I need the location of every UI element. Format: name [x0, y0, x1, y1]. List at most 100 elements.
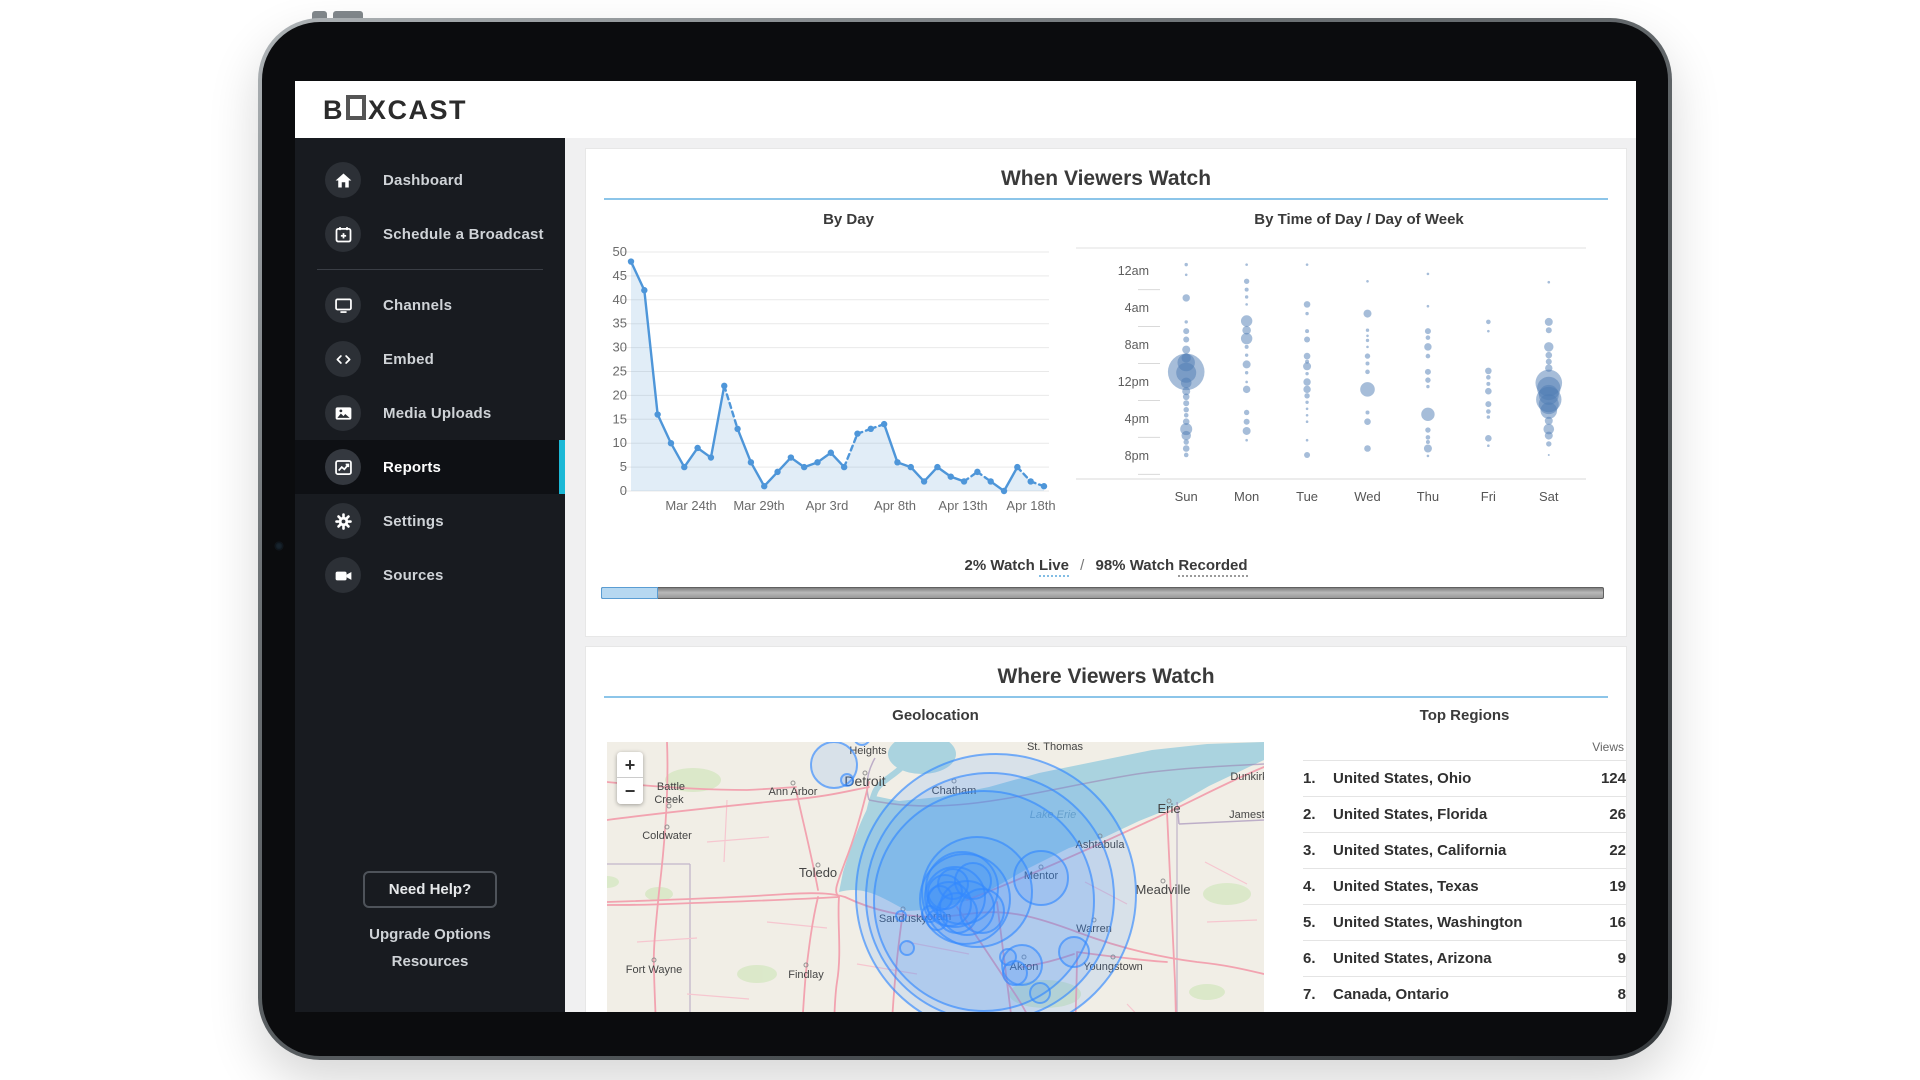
watch-live-link[interactable]: Live — [1038, 557, 1069, 577]
boxcast-logo[interactable]: B XCAST — [323, 95, 467, 126]
by-time-chart: By Time of Day / Day of Week 12am 4am 8am 1… — [1076, 211, 1596, 514]
region-name: Canada, Ontario — [1333, 986, 1449, 1003]
sidebar-item-embed[interactable]: Embed — [295, 332, 565, 386]
svg-text:4am: 4am — [1125, 301, 1149, 315]
views-column-header: Views — [1592, 740, 1624, 754]
app-screen: B XCAST Dashboard Schedule a Broadcast Chan… — [295, 81, 1636, 1012]
region-views: 22 — [1609, 842, 1626, 859]
when-viewers-watch-card: When Viewers Watch By Day 0 5 10 15 20 25 30 35… — [585, 148, 1627, 637]
svg-text:Toledo: Toledo — [799, 865, 837, 880]
sidebar-item-media-uploads[interactable]: Media Uploads — [295, 386, 565, 440]
tablet-camera — [275, 542, 283, 550]
svg-text:12am: 12am — [1118, 264, 1149, 278]
sidebar-item-schedule-a-broadcast[interactable]: Schedule a Broadcast — [295, 207, 565, 261]
sidebar-item-sources[interactable]: Sources — [295, 548, 565, 602]
map-zoom-in-button[interactable]: + — [617, 752, 643, 778]
svg-text:Mar 29th: Mar 29th — [733, 498, 784, 513]
svg-text:Apr 8th: Apr 8th — [874, 498, 916, 513]
svg-text:Akron: Akron — [1010, 961, 1039, 973]
sidebar-item-settings[interactable]: Settings — [295, 494, 565, 548]
need-help-button[interactable]: Need Help? — [362, 871, 498, 908]
table-row: 5. United States, Washington 16 — [1303, 904, 1626, 940]
region-views: 8 — [1617, 986, 1626, 1003]
region-rank: 4. — [1303, 878, 1316, 895]
sidebar-item-label: Channels — [383, 296, 453, 314]
tablet-bezel: B XCAST Dashboard Schedule a Broadcast Chan… — [262, 22, 1668, 1056]
svg-text:Sun: Sun — [1175, 489, 1198, 504]
svg-text:8pm: 8pm — [1125, 449, 1149, 463]
sidebar-item-label: Media Uploads — [383, 404, 492, 422]
logo-text-xcast: XCAST — [368, 95, 468, 125]
geolocation-block: Geolocation — [607, 707, 1264, 1012]
region-rank: 6. — [1303, 950, 1316, 967]
upgrade-options-link[interactable]: Upgrade Options — [369, 926, 491, 943]
map-state-borders — [607, 810, 1178, 1012]
svg-text:5: 5 — [620, 459, 627, 474]
svg-text:Apr 3rd: Apr 3rd — [806, 498, 849, 513]
svg-text:Heights: Heights — [849, 745, 887, 757]
by-day-title: By Day — [823, 211, 874, 228]
geolocation-map[interactable]: Heights St. Thomas Detroit Ann Arbor Battle C… — [607, 742, 1264, 1012]
top-regions: Top Regions Views 1. United States, Ohio 1… — [1303, 707, 1626, 1012]
geolocation-title: Geolocation — [892, 707, 979, 724]
topbar: B XCAST — [295, 81, 1636, 139]
svg-text:Mentor: Mentor — [1024, 870, 1059, 882]
svg-text:Ann Arbor: Ann Arbor — [769, 786, 818, 798]
map-minor-roads — [636, 799, 1258, 1012]
map-zoom-control: + − — [617, 752, 643, 804]
svg-text:Creek: Creek — [654, 794, 684, 806]
code-icon — [325, 341, 361, 377]
svg-text:15: 15 — [613, 411, 627, 426]
region-name: United States, Ohio — [1333, 770, 1472, 787]
region-rank: 5. — [1303, 914, 1316, 931]
region-rank: 1. — [1303, 770, 1316, 787]
resources-link[interactable]: Resources — [391, 953, 469, 970]
svg-text:Findlay: Findlay — [788, 969, 824, 981]
by-time-title: By Time of Day / Day of Week — [1254, 211, 1464, 228]
section-title-where: Where Viewers Watch — [997, 665, 1215, 688]
watch-recorded-link[interactable]: Recorded — [1178, 557, 1248, 577]
watch-live-pct: 2% Watch — [964, 557, 1035, 574]
region-rank: 3. — [1303, 842, 1316, 859]
gear-icon — [325, 503, 361, 539]
content-area: When Viewers Watch By Day 0 5 10 15 20 25 30 35… — [565, 138, 1636, 1012]
svg-text:Fri: Fri — [1481, 489, 1496, 504]
table-row: 6. United States, Arizona 9 — [1303, 940, 1626, 976]
top-regions-table: 1. United States, Ohio 124 2. United States,… — [1303, 760, 1626, 1012]
watch-split-text: 2% Watch Live / 98% Watch Recorded — [586, 557, 1626, 577]
table-row: 2. United States, Florida 26 — [1303, 796, 1626, 832]
svg-text:25: 25 — [613, 364, 627, 379]
region-views: 26 — [1609, 806, 1626, 823]
chart-line-icon — [325, 449, 361, 485]
svg-text:Apr 18th: Apr 18th — [1006, 498, 1055, 513]
region-views: 19 — [1609, 878, 1626, 895]
region-name: United States, Arizona — [1333, 950, 1492, 967]
svg-text:Battle: Battle — [657, 781, 685, 793]
svg-text:Erie: Erie — [1157, 801, 1180, 816]
svg-text:45: 45 — [613, 268, 627, 283]
svg-text:Wed: Wed — [1354, 489, 1381, 504]
section-title-when: When Viewers Watch — [1000, 167, 1212, 190]
svg-text:30: 30 — [613, 340, 627, 355]
map-zoom-out-button[interactable]: − — [617, 778, 643, 804]
svg-text:0: 0 — [620, 483, 627, 498]
sidebar-item-label: Reports — [383, 458, 442, 476]
sidebar-item-dashboard[interactable]: Dashboard — [295, 153, 565, 207]
svg-text:35: 35 — [613, 316, 627, 331]
svg-text:Thu: Thu — [1417, 489, 1439, 504]
sidebar: Dashboard Schedule a Broadcast Channels Emb… — [295, 138, 565, 1012]
svg-text:50: 50 — [613, 244, 627, 259]
sidebar-item-channels[interactable]: Channels — [295, 278, 565, 332]
svg-text:12pm: 12pm — [1118, 375, 1149, 389]
by-day-chart: By Day 0 5 10 15 20 25 30 35 40 45 50 Mar 24th Mar 2… — [601, 211, 1066, 522]
logo-box-icon — [346, 95, 366, 120]
sidebar-item-reports[interactable]: Reports — [295, 440, 565, 494]
svg-text:Tue: Tue — [1296, 489, 1318, 504]
svg-text:Chatham: Chatham — [932, 785, 977, 797]
by-day-line-chart: 0 5 10 15 20 25 30 35 40 45 50 Mar 24th Mar 29th Apr … — [613, 244, 1056, 513]
top-regions-title: Top Regions — [1419, 707, 1510, 724]
sidebar-item-label: Sources — [383, 566, 444, 584]
